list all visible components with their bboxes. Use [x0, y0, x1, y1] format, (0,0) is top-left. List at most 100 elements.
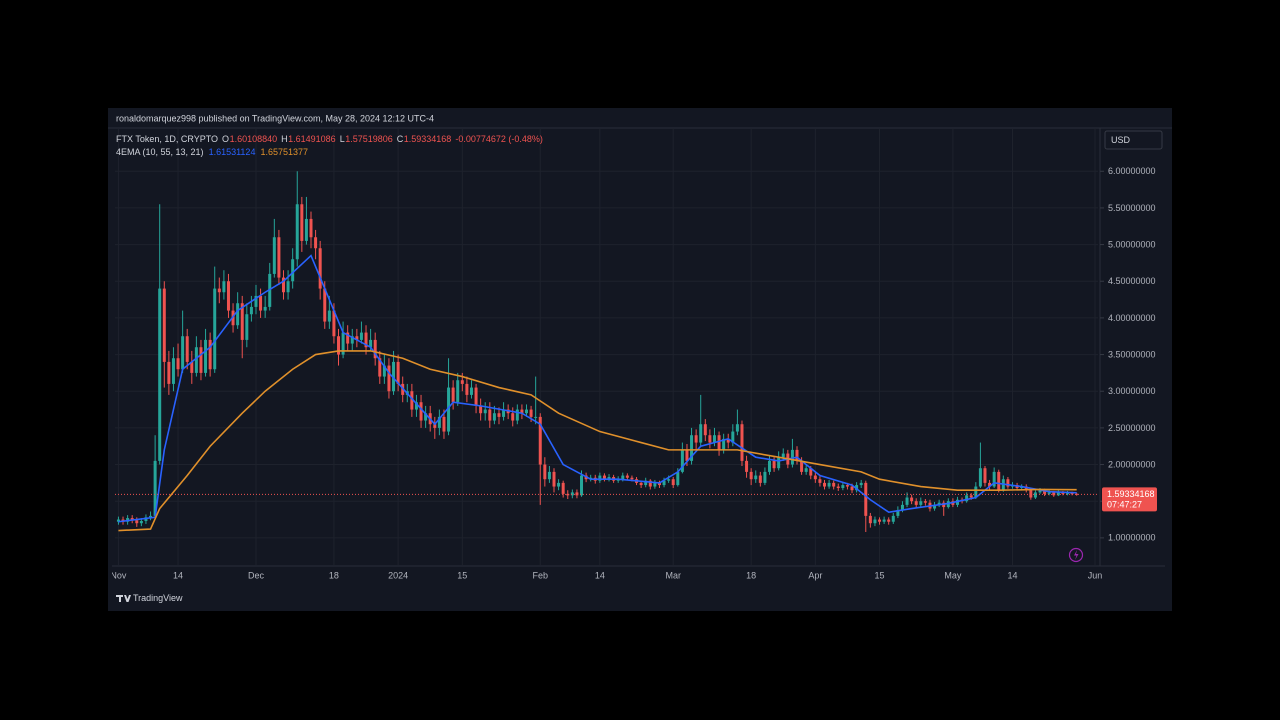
candle-body: [433, 424, 437, 428]
legend-change: -0.00774672 (-0.48%): [455, 134, 543, 144]
candle-body: [318, 248, 322, 289]
candle-body: [327, 310, 331, 322]
y-tick-label: 3.50000000: [1108, 349, 1156, 359]
candle-body: [502, 409, 506, 417]
candle-body: [690, 435, 694, 461]
brand-name: TradingView: [133, 593, 183, 603]
candle-body: [130, 518, 134, 521]
candle-body: [804, 468, 808, 472]
candle-body: [598, 475, 602, 481]
legend-key: C: [397, 134, 404, 144]
candle-body: [767, 460, 771, 472]
candle-body: [277, 237, 281, 278]
legend-key: O: [222, 134, 229, 144]
x-tick-label: Nov: [110, 570, 127, 580]
candle-body: [914, 501, 918, 505]
legend-key: H: [281, 134, 288, 144]
candle-body: [1052, 492, 1056, 496]
candle-body: [919, 501, 923, 505]
candle-body: [790, 449, 794, 465]
candle-body: [965, 495, 969, 502]
candle-body: [882, 519, 886, 522]
candle-body: [740, 424, 744, 461]
legend-indicator: 4EMA (10, 55, 13, 21): [116, 147, 204, 157]
candle-body: [602, 475, 606, 480]
candle-body: [900, 504, 904, 511]
y-tick-label: 4.50000000: [1108, 276, 1156, 286]
candle-body: [1047, 492, 1051, 494]
candle-body: [722, 438, 726, 450]
candle-body: [795, 449, 799, 461]
candle-body: [754, 475, 758, 480]
alert-circle: [1068, 547, 1084, 563]
candle-body: [933, 504, 937, 509]
candle-body: [419, 402, 423, 421]
x-tick-label: 2024: [388, 570, 408, 580]
legend-value: 1.61491086: [288, 134, 336, 144]
candle-body: [657, 482, 661, 486]
candle-body: [314, 237, 318, 249]
candle-body: [245, 314, 249, 340]
candle-body: [547, 471, 551, 480]
candle-body: [369, 339, 373, 348]
candle-body: [204, 339, 208, 373]
publisher-line: ronaldomarquez998 published on TradingVi…: [116, 113, 434, 123]
legend-indicator-value: 1.61531124: [209, 147, 256, 157]
candle-body: [731, 431, 735, 443]
candle-body: [1075, 493, 1079, 495]
candle-body: [676, 471, 680, 486]
candle-body: [424, 413, 428, 421]
x-tick-label: 18: [329, 570, 339, 580]
candle-body: [456, 380, 460, 403]
candle-body: [194, 347, 198, 373]
candle-body: [910, 497, 914, 502]
y-tick-label: 5.00000000: [1108, 239, 1156, 249]
candle-body: [378, 358, 382, 377]
y-tick-label: 1.00000000: [1108, 533, 1156, 543]
time-scale: Nov 14 Dec 18 2024 15 Feb 14 Mar 18 Apr 15 May 14 Jun: [110, 570, 1102, 580]
candle-body: [1061, 492, 1065, 494]
y-tick-label: 3.00000000: [1108, 386, 1156, 396]
candle-body: [534, 416, 538, 418]
candle-body: [621, 475, 625, 480]
candle-body: [139, 521, 143, 524]
candle-body: [575, 492, 579, 496]
candle-body: [887, 519, 891, 522]
alert-bolt: [1074, 550, 1079, 560]
candle-body: [630, 477, 634, 480]
candle-body: [199, 347, 203, 373]
candle-body: [561, 482, 565, 494]
candle-body: [836, 486, 840, 489]
alert-icon[interactable]: [1068, 547, 1084, 563]
candle-body: [557, 482, 561, 487]
candle-body: [515, 409, 519, 421]
candle-body: [781, 453, 785, 458]
legend: FTX Token, 1D, CRYPTO O 1.60108840 H 1.61491…: [116, 134, 543, 157]
candle-body: [942, 502, 946, 508]
candle-body: [772, 460, 776, 469]
brand: TradingView: [116, 593, 183, 603]
candle-body: [483, 409, 487, 414]
candle-body: [955, 499, 959, 505]
candle-body: [644, 480, 648, 486]
x-tick-label: 14: [1007, 570, 1017, 580]
candle-body: [923, 501, 927, 503]
candle-body: [511, 413, 515, 421]
candle-body: [580, 475, 584, 496]
candle-body: [1033, 492, 1037, 498]
candle-body: [158, 288, 162, 461]
candle-body: [841, 485, 845, 489]
candle-body: [699, 424, 703, 443]
candle-body: [891, 515, 895, 522]
y-tick-label: 5.50000000: [1108, 203, 1156, 213]
candle-body: [983, 468, 987, 483]
candle-body: [291, 259, 295, 282]
candle-body: [254, 295, 258, 307]
y-tick-label: 2.50000000: [1108, 423, 1156, 433]
candle-body: [1066, 493, 1070, 495]
currency-button[interactable]: [1104, 130, 1163, 150]
candle-body: [524, 409, 528, 414]
candle-body: [341, 332, 345, 355]
candle-body: [392, 361, 396, 392]
